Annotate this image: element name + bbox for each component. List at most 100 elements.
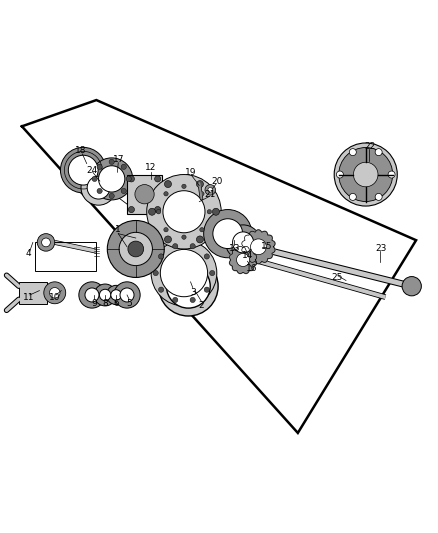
Circle shape (200, 191, 204, 196)
Circle shape (87, 176, 110, 199)
Polygon shape (242, 230, 275, 264)
Circle shape (109, 159, 114, 165)
Circle shape (353, 162, 378, 187)
Circle shape (163, 191, 205, 233)
Circle shape (97, 164, 102, 169)
Circle shape (164, 228, 168, 232)
Text: 23: 23 (375, 245, 387, 254)
Circle shape (173, 244, 178, 249)
Circle shape (375, 193, 382, 200)
Text: 22: 22 (364, 142, 376, 150)
Text: 12: 12 (145, 164, 157, 173)
Circle shape (196, 181, 203, 188)
Circle shape (205, 184, 215, 195)
Circle shape (121, 164, 127, 169)
Circle shape (208, 188, 212, 192)
Circle shape (339, 148, 393, 201)
Circle shape (200, 228, 204, 232)
Circle shape (164, 191, 168, 196)
Circle shape (135, 184, 154, 204)
Text: 13: 13 (229, 245, 240, 254)
Text: 19: 19 (185, 168, 196, 177)
Circle shape (349, 193, 356, 200)
Circle shape (155, 206, 161, 213)
Circle shape (106, 285, 126, 304)
Circle shape (402, 277, 421, 296)
Circle shape (126, 176, 131, 182)
Circle shape (237, 253, 250, 266)
Circle shape (153, 270, 158, 276)
Circle shape (151, 240, 217, 306)
Text: 20: 20 (211, 176, 223, 185)
Circle shape (119, 232, 152, 265)
Circle shape (44, 282, 66, 304)
Circle shape (334, 143, 397, 206)
Circle shape (190, 244, 195, 249)
Circle shape (109, 193, 114, 199)
Text: 11: 11 (23, 293, 34, 302)
Circle shape (204, 287, 209, 292)
Circle shape (159, 254, 164, 259)
Circle shape (92, 176, 97, 182)
Circle shape (233, 232, 254, 253)
Text: 24: 24 (86, 166, 98, 175)
Circle shape (388, 171, 395, 178)
Circle shape (91, 158, 133, 200)
Circle shape (159, 256, 218, 316)
Circle shape (147, 174, 221, 249)
Polygon shape (230, 246, 257, 273)
Circle shape (159, 287, 164, 292)
Circle shape (49, 287, 60, 298)
Circle shape (99, 289, 111, 301)
Text: 14: 14 (242, 251, 253, 260)
Circle shape (148, 208, 155, 215)
Bar (35, 243, 96, 271)
Circle shape (182, 184, 186, 189)
Text: 9: 9 (91, 299, 97, 308)
Circle shape (226, 225, 261, 260)
Circle shape (251, 239, 266, 255)
Text: 17: 17 (113, 155, 124, 164)
Circle shape (111, 290, 121, 300)
Text: 2: 2 (199, 302, 204, 310)
Text: 8: 8 (102, 299, 108, 308)
Circle shape (128, 206, 134, 213)
Circle shape (349, 149, 356, 156)
Circle shape (121, 188, 127, 193)
Text: 1: 1 (115, 225, 121, 234)
Circle shape (107, 221, 164, 278)
Text: 4: 4 (26, 249, 31, 258)
Circle shape (336, 171, 343, 178)
Text: 10: 10 (49, 293, 60, 302)
Text: 18: 18 (75, 146, 87, 155)
Circle shape (42, 238, 50, 247)
Circle shape (196, 236, 203, 243)
Circle shape (213, 219, 243, 248)
Circle shape (190, 297, 195, 303)
Circle shape (207, 209, 212, 214)
Circle shape (160, 249, 208, 297)
Text: 21: 21 (205, 190, 216, 199)
Circle shape (156, 209, 161, 214)
Circle shape (212, 208, 219, 215)
Circle shape (68, 155, 98, 185)
FancyBboxPatch shape (127, 174, 162, 214)
Circle shape (375, 149, 382, 156)
Circle shape (209, 270, 215, 276)
Circle shape (37, 233, 55, 251)
Circle shape (166, 264, 210, 308)
Text: 5: 5 (126, 299, 132, 308)
Circle shape (128, 241, 144, 257)
Circle shape (99, 166, 125, 192)
Circle shape (165, 181, 172, 188)
Circle shape (164, 236, 171, 243)
Text: 3: 3 (190, 288, 196, 297)
Circle shape (204, 254, 209, 259)
Polygon shape (19, 282, 47, 304)
Circle shape (120, 288, 134, 302)
Circle shape (128, 176, 134, 182)
Circle shape (182, 235, 186, 239)
Circle shape (173, 297, 178, 303)
Text: 25: 25 (332, 273, 343, 282)
Text: 15: 15 (261, 243, 273, 251)
